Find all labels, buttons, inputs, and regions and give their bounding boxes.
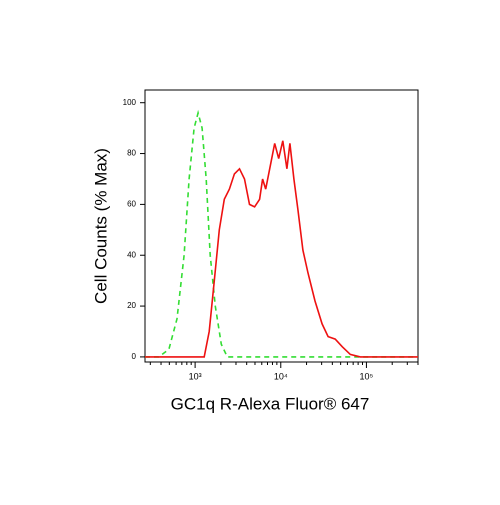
- plot-frame: [144, 89, 419, 363]
- x-axis-label: GC1q R-Alexa Fluor® 647: [171, 394, 370, 413]
- y-tick-label: 60: [127, 200, 136, 209]
- y-axis-label: Cell Counts (% Max): [91, 148, 110, 304]
- x-tick-label: 10⁴: [274, 371, 288, 381]
- y-tick-label: 20: [127, 301, 136, 310]
- x-tick-label: 10⁵: [360, 371, 374, 381]
- y-tick-label: 80: [127, 149, 136, 158]
- y-tick-label: 0: [132, 352, 137, 361]
- y-tick-label: 40: [127, 250, 136, 259]
- y-tick-label: 100: [123, 98, 137, 107]
- histogram-curve: [145, 109, 418, 358]
- histogram-curve: [145, 140, 418, 358]
- x-tick-label: 10³: [189, 371, 202, 381]
